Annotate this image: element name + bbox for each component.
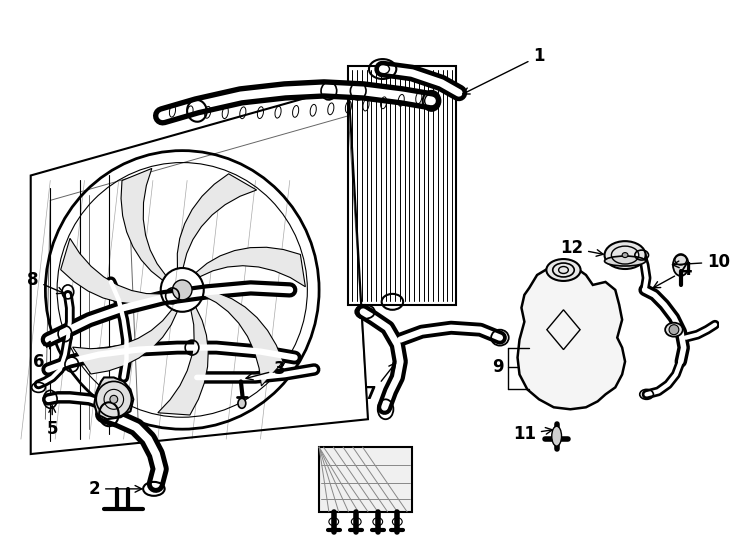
Polygon shape [158,307,208,415]
Text: 8: 8 [27,271,64,294]
Ellipse shape [552,426,562,446]
Text: 9: 9 [493,359,504,376]
Text: 4: 4 [653,261,691,288]
Ellipse shape [622,253,628,258]
Ellipse shape [673,254,688,276]
Circle shape [110,395,117,403]
Polygon shape [196,247,305,287]
Bar [319,447,412,512]
Text: 10: 10 [672,253,730,271]
Ellipse shape [605,241,646,269]
Polygon shape [517,265,625,409]
Text: 7: 7 [365,363,396,403]
Text: 2: 2 [88,480,142,498]
Ellipse shape [546,259,581,281]
Text: 11: 11 [513,425,553,443]
Ellipse shape [238,399,246,408]
Circle shape [172,280,192,300]
Ellipse shape [605,256,646,266]
Polygon shape [178,174,257,268]
Polygon shape [203,290,283,386]
Text: 3: 3 [246,361,286,380]
Text: 6: 6 [33,341,50,370]
Circle shape [669,325,679,335]
Polygon shape [73,309,178,374]
Polygon shape [61,238,163,304]
Ellipse shape [665,323,683,336]
Text: 1: 1 [462,47,545,94]
Text: 5: 5 [46,406,58,438]
Text: 12: 12 [560,239,603,257]
Bar [349,66,456,305]
Polygon shape [121,168,166,280]
Polygon shape [94,377,134,419]
